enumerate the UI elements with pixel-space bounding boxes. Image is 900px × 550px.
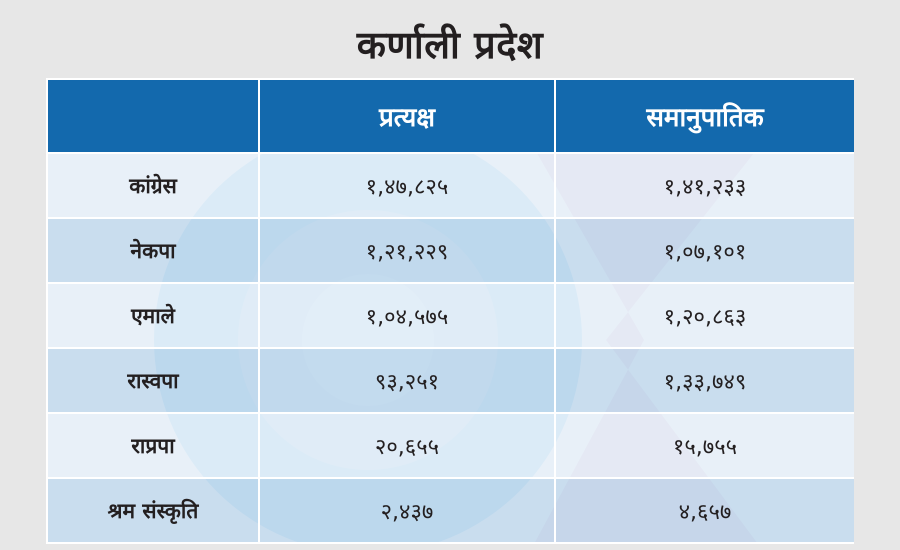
table-row: एमाले १,०४,५७५ १,२०,८६३ bbox=[46, 282, 854, 349]
table-row: कांग्रेस १,४७,८२५ १,४१,२३३ bbox=[46, 152, 854, 219]
party-name: राप्रपा bbox=[46, 412, 260, 479]
table-row: रास्वपा ९३,२५१ १,३३,७४९ bbox=[46, 347, 854, 414]
direct-votes: १,०४,५७५ bbox=[258, 282, 556, 349]
header-party bbox=[46, 78, 260, 154]
direct-votes: २०,६५५ bbox=[258, 412, 556, 479]
proportional-votes: १,०७,१०१ bbox=[554, 217, 854, 284]
table-row: श्रम संस्कृति २,४३७ ४,६५७ bbox=[46, 477, 854, 544]
proportional-votes: १५,७५५ bbox=[554, 412, 854, 479]
direct-votes: ९३,२५१ bbox=[258, 347, 556, 414]
party-name: श्रम संस्कृति bbox=[46, 477, 260, 544]
results-table-container: प्रत्यक्ष समानुपातिक कांग्रेस १,४७,८२५ १… bbox=[46, 78, 854, 544]
proportional-votes: १,३३,७४९ bbox=[554, 347, 854, 414]
party-name: कांग्रेस bbox=[46, 152, 260, 219]
direct-votes: १,४७,८२५ bbox=[258, 152, 556, 219]
proportional-votes: १,४१,२३३ bbox=[554, 152, 854, 219]
results-table: प्रत्यक्ष समानुपातिक कांग्रेस १,४७,८२५ १… bbox=[46, 78, 854, 544]
direct-votes: १,२१,२२९ bbox=[258, 217, 556, 284]
party-name: नेकपा bbox=[46, 217, 260, 284]
party-name: रास्वपा bbox=[46, 347, 260, 414]
party-name: एमाले bbox=[46, 282, 260, 349]
table-header-row: प्रत्यक्ष समानुपातिक bbox=[46, 78, 854, 154]
table-row: नेकपा १,२१,२२९ १,०७,१०१ bbox=[46, 217, 854, 284]
header-direct: प्रत्यक्ष bbox=[258, 78, 556, 154]
table-row: राप्रपा २०,६५५ १५,७५५ bbox=[46, 412, 854, 479]
header-proportional: समानुपातिक bbox=[554, 78, 854, 154]
page-title: कर्णाली प्रदेश bbox=[356, 23, 544, 67]
proportional-votes: ४,६५७ bbox=[554, 477, 854, 544]
proportional-votes: १,२०,८६३ bbox=[554, 282, 854, 349]
direct-votes: २,४३७ bbox=[258, 477, 556, 544]
